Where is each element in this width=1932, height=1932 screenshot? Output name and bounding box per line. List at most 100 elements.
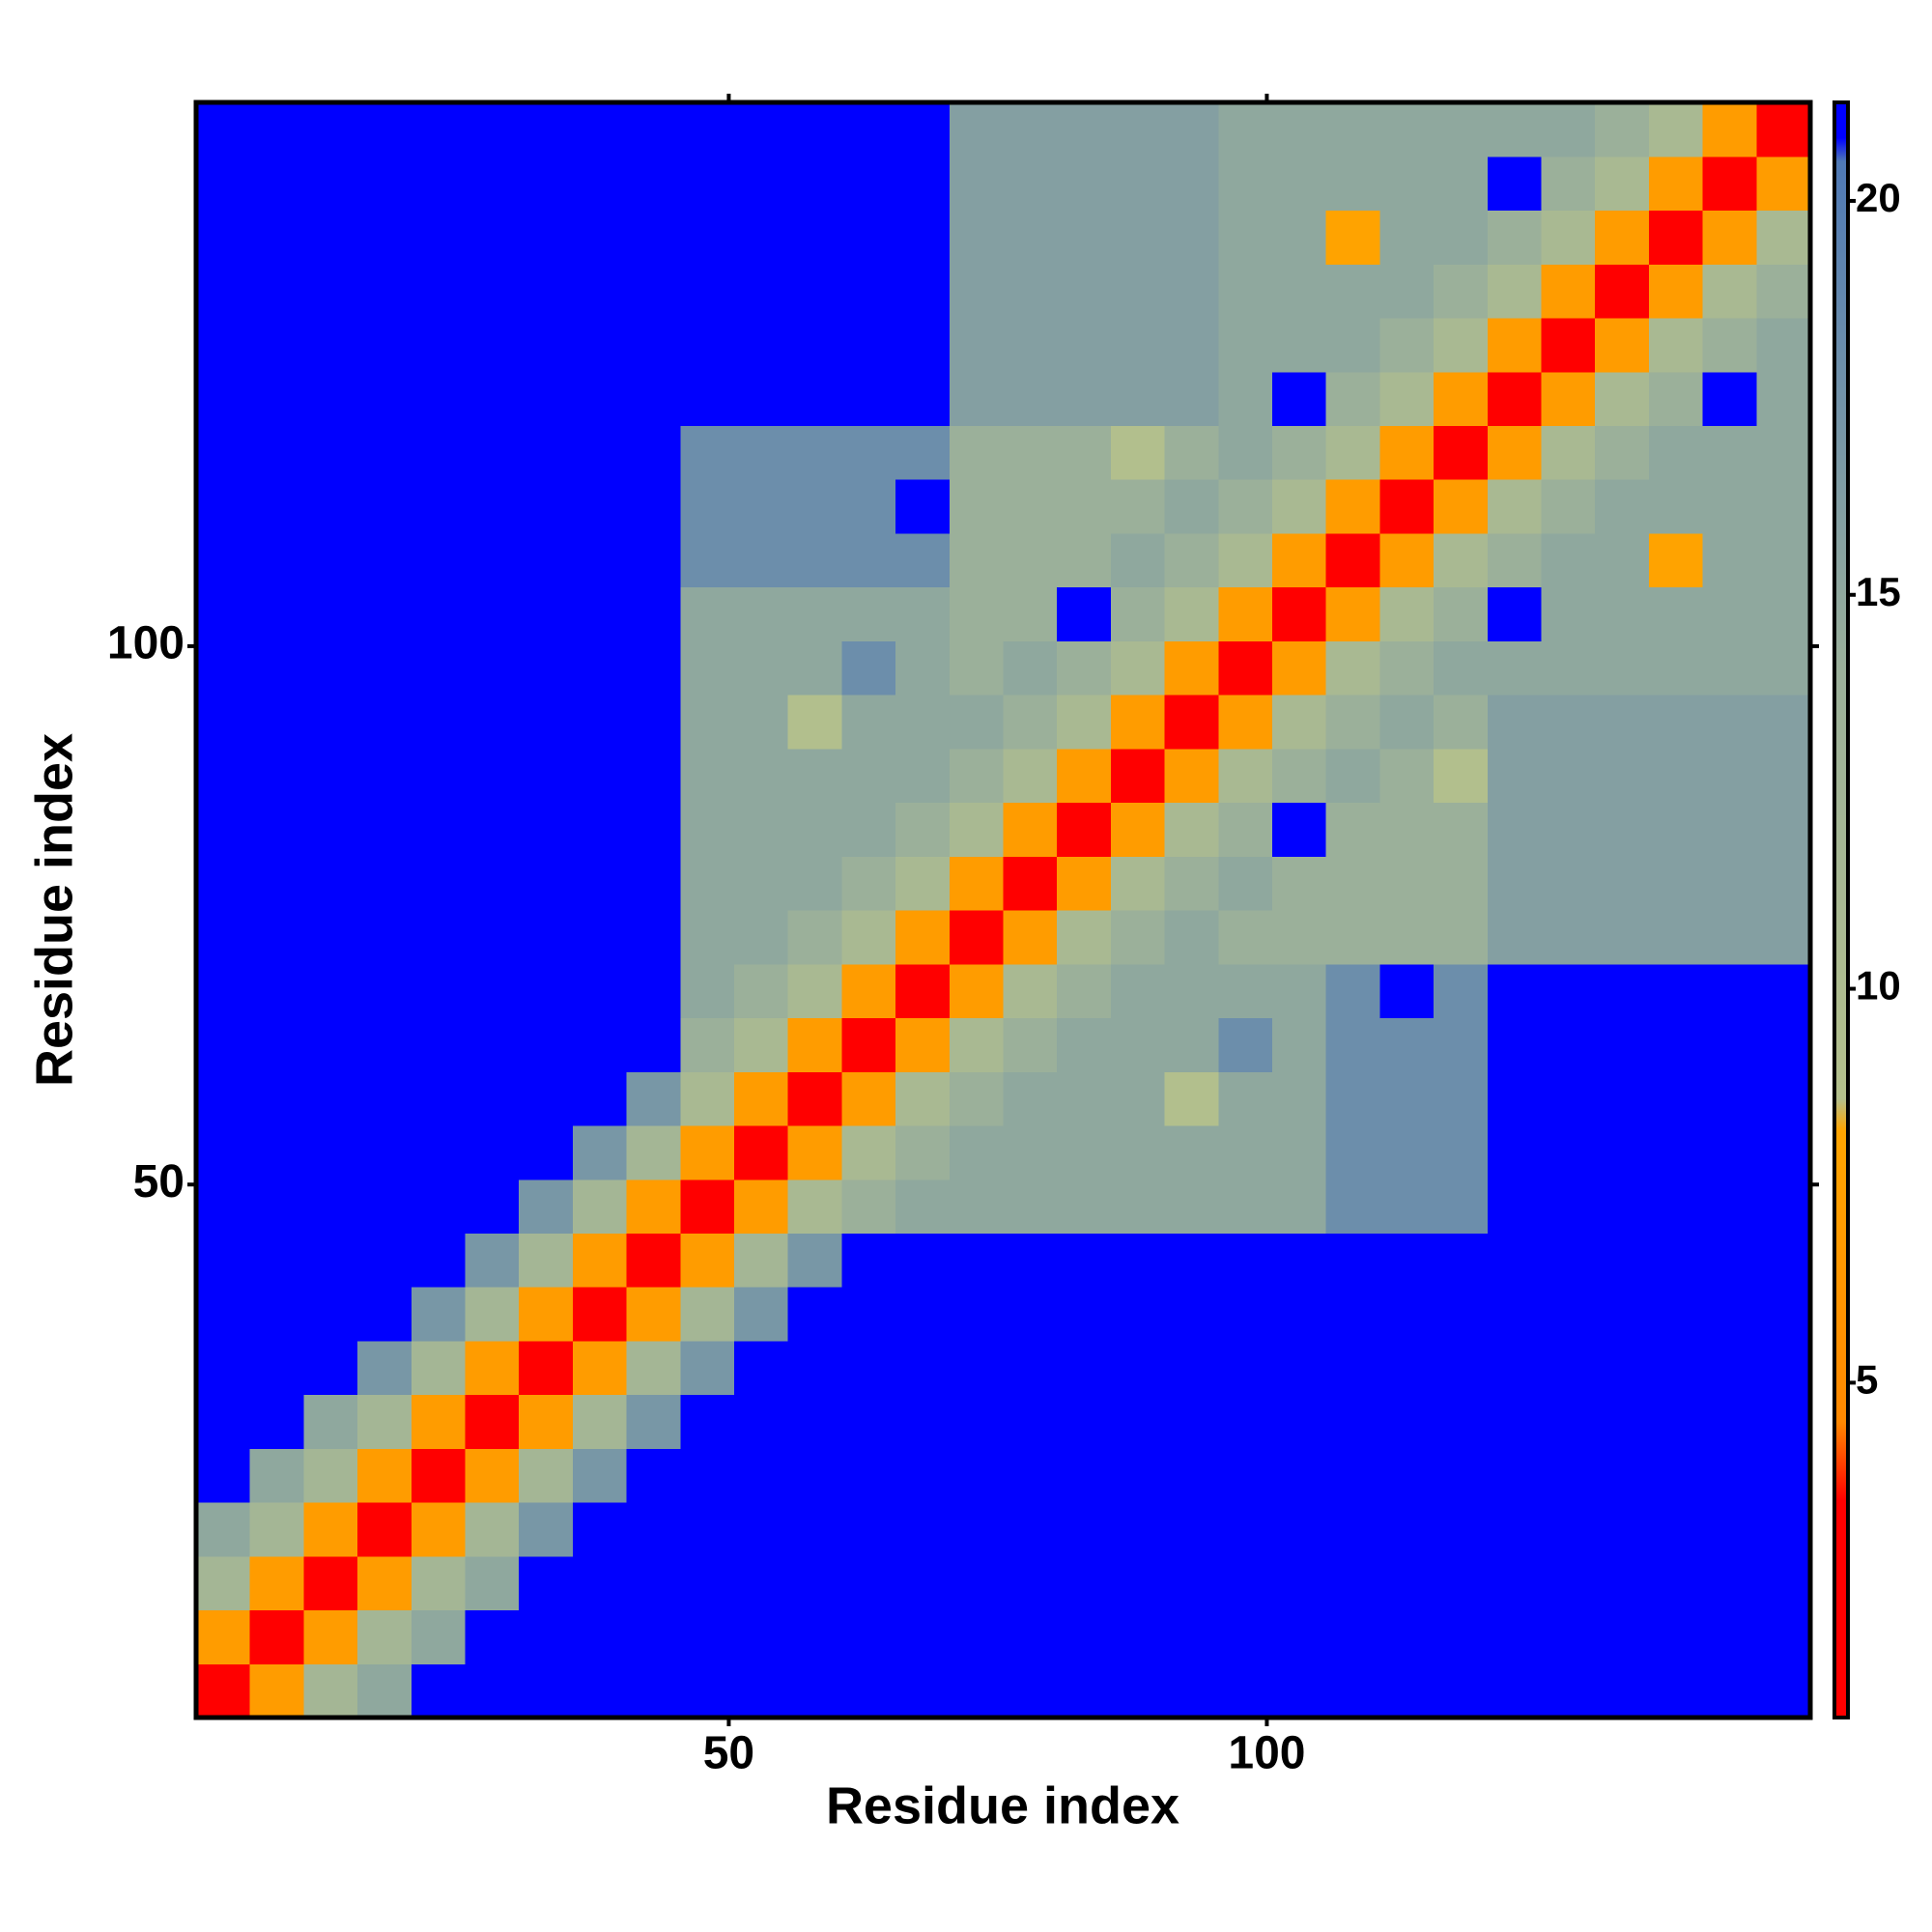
cell xyxy=(1487,1502,1543,1557)
cell xyxy=(465,425,520,480)
cell xyxy=(357,532,412,588)
cell xyxy=(734,695,789,750)
cell xyxy=(841,1124,896,1180)
cell xyxy=(1756,1179,1811,1234)
cell xyxy=(1057,963,1112,1019)
cell xyxy=(787,1017,842,1072)
cell xyxy=(1164,1663,1219,1719)
cell xyxy=(1595,1071,1650,1126)
cell xyxy=(1487,1287,1543,1342)
cell xyxy=(895,856,951,911)
cell xyxy=(411,748,467,804)
cell xyxy=(1325,479,1380,534)
cell xyxy=(734,1502,789,1557)
cell xyxy=(1164,156,1219,212)
cell xyxy=(787,1555,842,1611)
cell xyxy=(1648,156,1704,212)
cell xyxy=(196,586,251,641)
cell xyxy=(1541,1233,1596,1288)
cell xyxy=(357,479,412,534)
cell xyxy=(1164,1555,1219,1611)
cell xyxy=(1272,1017,1327,1072)
cell xyxy=(626,1179,681,1234)
cell xyxy=(1756,371,1811,426)
cell xyxy=(787,1663,842,1719)
cell xyxy=(680,802,735,857)
cell xyxy=(1756,802,1811,857)
cell xyxy=(572,102,628,157)
cell xyxy=(1110,102,1166,157)
cell xyxy=(787,1233,842,1288)
cell xyxy=(196,1555,251,1611)
cell xyxy=(1756,856,1811,911)
cell xyxy=(1325,1179,1380,1234)
cell xyxy=(411,532,467,588)
cell xyxy=(303,371,358,426)
cell xyxy=(1648,264,1704,319)
cell xyxy=(680,1287,735,1342)
cell xyxy=(1648,1394,1704,1449)
cell xyxy=(411,695,467,750)
cell xyxy=(1218,425,1273,480)
cell xyxy=(572,317,628,373)
cell xyxy=(895,1179,951,1234)
cell xyxy=(1003,963,1058,1019)
cell xyxy=(465,586,520,641)
cell xyxy=(411,1609,467,1664)
cell xyxy=(572,748,628,804)
cell xyxy=(1434,963,1489,1019)
cell xyxy=(1487,640,1543,696)
cell xyxy=(1541,210,1596,265)
cell xyxy=(411,317,467,373)
cell xyxy=(1595,695,1650,750)
cell xyxy=(249,1340,304,1396)
cell xyxy=(1164,1340,1219,1396)
cell xyxy=(1648,748,1704,804)
cell xyxy=(1272,695,1327,750)
cell xyxy=(196,1663,251,1719)
cell xyxy=(572,963,628,1019)
cell xyxy=(519,1233,574,1288)
cell xyxy=(1487,586,1543,641)
cell xyxy=(1164,317,1219,373)
cell xyxy=(841,1502,896,1557)
cell xyxy=(1595,156,1650,212)
cell xyxy=(249,371,304,426)
cell xyxy=(1595,1502,1650,1557)
colorbar-tick-label: 5 xyxy=(1856,1356,1878,1402)
cell xyxy=(519,102,574,157)
cell xyxy=(1595,1555,1650,1611)
cell xyxy=(411,264,467,319)
cell xyxy=(626,264,681,319)
cell xyxy=(1218,640,1273,696)
cell xyxy=(1434,1017,1489,1072)
cell xyxy=(465,910,520,965)
cell xyxy=(1110,1394,1166,1449)
cell xyxy=(1648,210,1704,265)
cell xyxy=(841,640,896,696)
cell xyxy=(1379,1448,1435,1503)
cell xyxy=(680,1609,735,1664)
colorbar-tick-label: 10 xyxy=(1856,963,1901,1009)
cell xyxy=(626,586,681,641)
cell xyxy=(787,1287,842,1342)
cell xyxy=(1057,1448,1112,1503)
cell xyxy=(1057,532,1112,588)
cell xyxy=(1003,802,1058,857)
cell xyxy=(1057,1017,1112,1072)
cell xyxy=(787,102,842,157)
cell xyxy=(1702,1071,1757,1126)
cell xyxy=(1648,1609,1704,1664)
cell xyxy=(1057,1609,1112,1664)
cell xyxy=(357,856,412,911)
cell xyxy=(519,586,574,641)
cell xyxy=(465,1340,520,1396)
cell xyxy=(411,802,467,857)
cell xyxy=(1164,371,1219,426)
cell xyxy=(1756,1394,1811,1449)
cell xyxy=(1218,586,1273,641)
cell xyxy=(1325,210,1380,265)
cell xyxy=(1648,371,1704,426)
cell xyxy=(734,425,789,480)
cell xyxy=(1434,802,1489,857)
